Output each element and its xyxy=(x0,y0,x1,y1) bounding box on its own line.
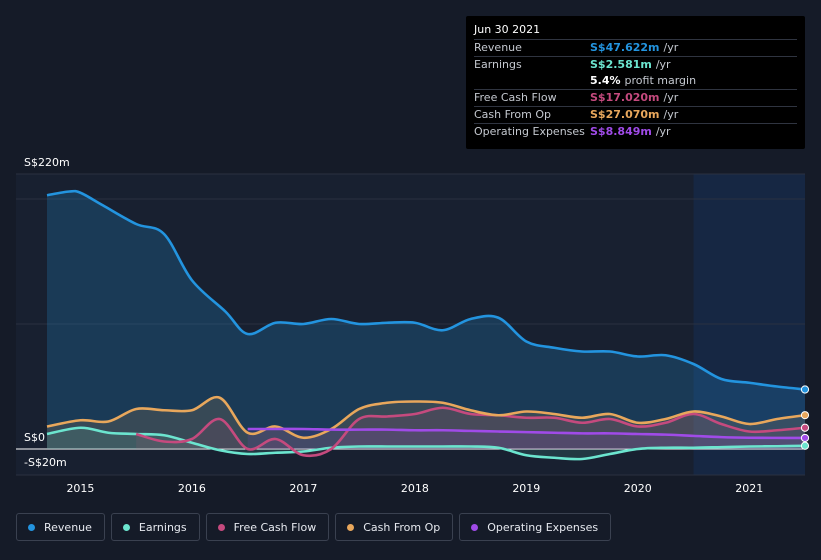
chart-legend: Revenue Earnings Free Cash Flow Cash Fro… xyxy=(16,513,612,543)
line-operating-expenses xyxy=(247,427,806,440)
tooltip-unit: /yr xyxy=(655,125,671,138)
gridlines xyxy=(16,173,805,476)
legend-item-revenue[interactable]: Revenue xyxy=(16,513,105,541)
tooltip-label: Earnings xyxy=(474,58,522,71)
x-tick-label: 2021 xyxy=(735,482,763,495)
legend-dot-icon xyxy=(28,523,35,531)
x-tick-label: 2018 xyxy=(401,482,429,495)
tooltip-row-cash-from-op: Cash From Op S$27.070m /yr xyxy=(474,107,797,124)
tooltip-value: S$8.849m xyxy=(590,125,652,138)
x-axis-ticks: 2015 2016 2017 2018 2019 2020 2021 xyxy=(66,482,763,495)
x-tick-label: 2016 xyxy=(178,482,206,495)
tooltip-value: S$2.581m xyxy=(590,58,652,71)
y-tick-label-zero: S$0 xyxy=(24,431,45,444)
tooltip-unit: /yr xyxy=(663,91,679,104)
endpoint-free-cash-flow xyxy=(800,423,810,432)
tooltip-date: Jun 30 2021 xyxy=(474,22,797,40)
legend-label: Revenue xyxy=(44,520,92,534)
endpoint-revenue xyxy=(800,385,810,394)
x-tick-label: 2020 xyxy=(624,482,652,495)
tooltip-row-operating-expenses: Operating Expenses S$8.849m /yr xyxy=(474,124,797,140)
legend-label: Earnings xyxy=(138,520,187,534)
tooltip-row-profit-margin: 5.4% profit margin xyxy=(474,73,797,90)
area-earnings xyxy=(47,427,805,460)
line-free-cash-flow xyxy=(135,406,806,458)
series-lines xyxy=(46,189,806,461)
legend-label: Free Cash Flow xyxy=(233,520,317,534)
line-revenue xyxy=(46,189,806,391)
tooltip-unit: /yr xyxy=(663,41,679,54)
hover-tooltip: Jun 30 2021 Revenue S$47.622m /yr Earnin… xyxy=(466,16,805,149)
tooltip-value: S$27.070m xyxy=(590,108,660,121)
x-tick-label: 2017 xyxy=(289,482,317,495)
area-revenue xyxy=(47,191,805,449)
tooltip-label xyxy=(474,73,590,89)
x-tick-label: 2019 xyxy=(512,482,540,495)
tooltip-row-revenue: Revenue S$47.622m /yr xyxy=(474,40,797,57)
series-endpoints xyxy=(800,385,810,450)
area-operating-expenses xyxy=(247,428,805,449)
line-cash-from-op xyxy=(46,395,806,440)
tooltip-unit: /yr xyxy=(663,108,679,121)
tooltip-unit: profit margin xyxy=(624,74,697,87)
tooltip-label: Free Cash Flow xyxy=(474,91,557,104)
tooltip-label: Operating Expenses xyxy=(474,125,585,138)
y-tick-label-top: S$220m xyxy=(24,156,70,169)
legend-item-free-cash-flow[interactable]: Free Cash Flow xyxy=(205,513,330,541)
legend-item-operating-expenses[interactable]: Operating Expenses xyxy=(459,513,612,541)
legend-dot-icon xyxy=(122,523,130,531)
legend-dot-icon xyxy=(471,523,479,531)
tooltip-value: S$17.020m xyxy=(590,91,660,104)
legend-dot-icon xyxy=(217,523,225,531)
tooltip-label: Revenue xyxy=(474,41,522,54)
endpoint-earnings xyxy=(800,441,810,450)
line-earnings xyxy=(46,426,806,461)
tooltip-label: Cash From Op xyxy=(474,108,552,121)
tooltip-value: S$47.622m xyxy=(590,41,660,54)
x-tick-label: 2015 xyxy=(66,482,94,495)
tooltip-unit: /yr xyxy=(655,58,671,71)
endpoint-operating-expenses xyxy=(800,433,810,443)
endpoint-cash-from-op xyxy=(800,411,810,420)
tooltip-row-free-cash-flow: Free Cash Flow S$17.020m /yr xyxy=(474,90,797,107)
legend-label: Operating Expenses xyxy=(487,520,599,534)
legend-item-cash-from-op[interactable]: Cash From Op xyxy=(335,513,454,541)
y-tick-label-bottom: -S$20m xyxy=(24,456,67,469)
legend-item-earnings[interactable]: Earnings xyxy=(110,513,200,541)
legend-dot-icon xyxy=(347,523,355,531)
tooltip-value: 5.4% xyxy=(590,74,621,87)
tooltip-row-earnings: Earnings S$2.581m /yr xyxy=(474,57,797,73)
legend-label: Cash From Op xyxy=(363,520,441,534)
